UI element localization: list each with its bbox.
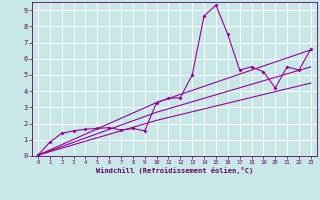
X-axis label: Windchill (Refroidissement éolien,°C): Windchill (Refroidissement éolien,°C) <box>96 167 253 174</box>
